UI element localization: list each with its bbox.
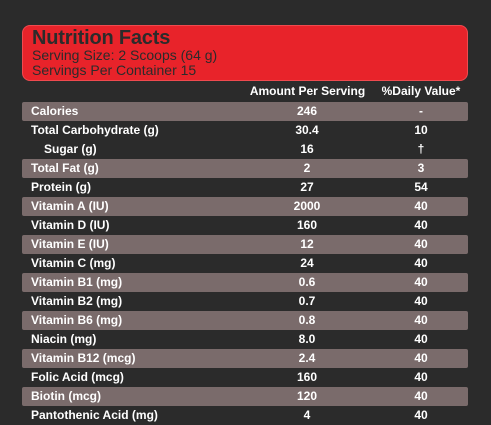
nutrient-name: Niacin (mg) [31,332,97,346]
nutrient-amount: 0.7 [298,294,316,308]
servings-per-container: Servings Per Container 15 [32,62,197,78]
nutrient-daily-value: 40 [414,370,428,384]
nutrient-name: Vitamin B1 (mg) [31,275,123,289]
nutrient-amount: 8.0 [298,332,316,346]
nutrient-name: Total Fat (g) [31,161,99,175]
table-row: Vitamin B12 (mcg) 2.4 40 [22,349,468,368]
table-row: Total Fat (g) 2 3 [22,159,468,178]
nutrient-daily-value: 40 [414,313,428,327]
table-row: Protein (g) 27 54 [22,178,468,197]
serving-size: Serving Size: 2 Scoops (64 g) [32,47,218,63]
nutrient-amount: 2000 [293,199,321,213]
nutrient-name: Protein (g) [31,180,91,194]
nutrient-amount: 24 [300,256,314,270]
nutrient-name: Vitamin B2 (mg) [31,294,123,308]
nutrient-daily-value: 40 [414,332,428,346]
table-row: Total Carbohydrate (g) 30.4 10 [22,121,468,140]
nutrient-name: Total Carbohydrate (g) [31,123,159,137]
nutrient-amount: 2.4 [298,351,316,365]
nutrition-header: Nutrition Facts Serving Size: 2 Scoops (… [22,25,468,81]
table-row: Vitamin D (IU) 160 40 [22,216,468,235]
nutrient-name: Vitamin A (IU) [31,199,109,213]
table-row: Pantothenic Acid (mg) 4 40 [22,406,468,425]
nutrient-amount: 12 [300,237,314,251]
nutrient-daily-value: 3 [417,161,425,175]
nutrient-amount: 2 [303,161,311,175]
nutrient-daily-value: 40 [414,256,428,270]
table-row: Vitamin E (IU) 12 40 [22,235,468,254]
nutrition-table: Calories 246 - Total Carbohydrate (g) 30… [22,102,468,425]
column-header-amount: Amount Per Serving [249,84,366,98]
table-row: Folic Acid (mcg) 160 40 [22,368,468,387]
table-row: Vitamin B6 (mg) 0.8 40 [22,311,468,330]
nutrient-amount: 16 [300,142,314,156]
nutrient-amount: 120 [296,389,318,403]
nutrient-name: Vitamin D (IU) [31,218,110,232]
nutrient-daily-value: 10 [414,123,428,137]
nutrition-title: Nutrition Facts [32,27,171,49]
nutrient-name: Pantothenic Acid (mg) [31,408,158,422]
nutrient-daily-value: 40 [414,199,428,213]
nutrient-daily-value: - [419,104,423,118]
nutrient-amount: 0.8 [298,313,316,327]
nutrient-amount: 246 [296,104,318,118]
table-row: Vitamin A (IU) 2000 40 [22,197,468,216]
nutrient-name: Vitamin B12 (mcg) [31,351,136,365]
table-row: Biotin (mcg) 120 40 [22,387,468,406]
nutrient-amount: 160 [296,218,318,232]
table-row: Niacin (mg) 8.0 40 [22,330,468,349]
nutrient-daily-value: † [417,142,425,156]
table-row: Vitamin B2 (mg) 0.7 40 [22,292,468,311]
nutrient-daily-value: 40 [414,275,428,289]
nutrient-amount: 4 [303,408,311,422]
nutrient-daily-value: 40 [414,408,428,422]
nutrient-daily-value: 40 [414,237,428,251]
nutrient-daily-value: 40 [414,218,428,232]
table-row: Calories 246 - [22,102,468,121]
nutrient-name: Vitamin B6 (mg) [31,313,123,327]
nutrient-name: Vitamin C (mg) [31,256,116,270]
nutrient-name: Sugar (g) [44,142,97,156]
table-row: Vitamin B1 (mg) 0.6 40 [22,273,468,292]
nutrient-name: Vitamin E (IU) [31,237,109,251]
table-row: Vitamin C (mg) 24 40 [22,254,468,273]
nutrient-daily-value: 40 [414,389,428,403]
nutrient-daily-value: 40 [414,351,428,365]
nutrient-daily-value: 54 [414,180,428,194]
nutrient-amount: 160 [296,370,318,384]
nutrient-name: Calories [31,104,79,118]
nutrient-amount: 30.4 [295,123,319,137]
table-row: Sugar (g) 16 † [22,140,468,159]
nutrient-name: Folic Acid (mcg) [31,370,124,384]
nutrient-daily-value: 40 [414,294,428,308]
nutrient-amount: 0.6 [298,275,316,289]
nutrient-amount: 27 [300,180,314,194]
column-header-daily-value: %Daily Value* [381,84,461,98]
nutrient-name: Biotin (mcg) [31,389,101,403]
